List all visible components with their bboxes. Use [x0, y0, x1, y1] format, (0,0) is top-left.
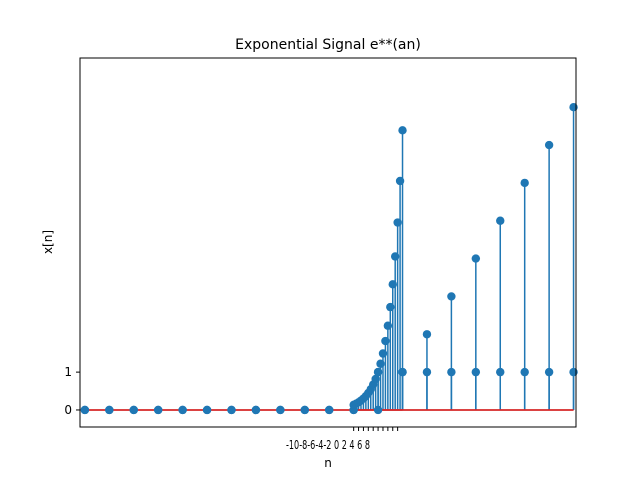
stem-marker: [395, 176, 405, 186]
stem-marker: [544, 140, 554, 150]
x-ticks: [353, 427, 399, 431]
stem-marker: [398, 367, 407, 377]
y-tick-label: 1: [64, 365, 72, 379]
stem-marker: [276, 405, 285, 415]
stem-marker: [373, 367, 383, 377]
stem-marker: [251, 405, 261, 415]
stem-marker: [381, 336, 390, 346]
stem-marker: [496, 216, 505, 225]
stem-marker: [496, 367, 505, 377]
stem-marker: [471, 254, 481, 263]
stem-marker: [386, 302, 395, 312]
stem-marker: [178, 405, 187, 415]
axes-frame: [79, 57, 577, 428]
x-tick-labels-overlapping: -10-8-6-4-2 0 2 4 6 8: [286, 438, 370, 452]
stem-marker: [390, 252, 400, 261]
stem-marker: [520, 367, 529, 377]
stem-marker: [153, 405, 163, 415]
chart-title: Exponential Signal e**(an): [235, 37, 421, 53]
y-tick-label: 0: [64, 403, 72, 417]
stem-marker: [376, 359, 385, 368]
y-axis-label: x[n]: [41, 230, 55, 254]
stem-marker: [398, 126, 407, 135]
stem-marker: [300, 405, 309, 415]
stem-marker: [544, 367, 554, 377]
stem-marker: [422, 330, 432, 339]
stem-marker: [520, 178, 529, 188]
stem-marker: [447, 292, 456, 301]
stem-marker: [393, 218, 402, 227]
plot-area: [80, 103, 578, 415]
stem-marker: [388, 280, 397, 289]
stem-marker: [373, 405, 383, 415]
x-axis-label: n: [324, 456, 332, 470]
stem-marker: [422, 367, 432, 377]
stem-marker: [378, 349, 388, 358]
stem-marker: [447, 367, 456, 377]
stem-marker: [105, 405, 114, 415]
stem-marker: [325, 405, 334, 415]
stem-marker: [202, 405, 212, 415]
stem-marker: [80, 405, 90, 415]
y-ticks: 01: [64, 365, 80, 417]
stem-marker: [129, 405, 138, 415]
stem-marker: [471, 367, 481, 377]
stem-marker: [371, 374, 380, 384]
stem-marker: [227, 405, 236, 415]
stem-marker: [383, 321, 393, 330]
